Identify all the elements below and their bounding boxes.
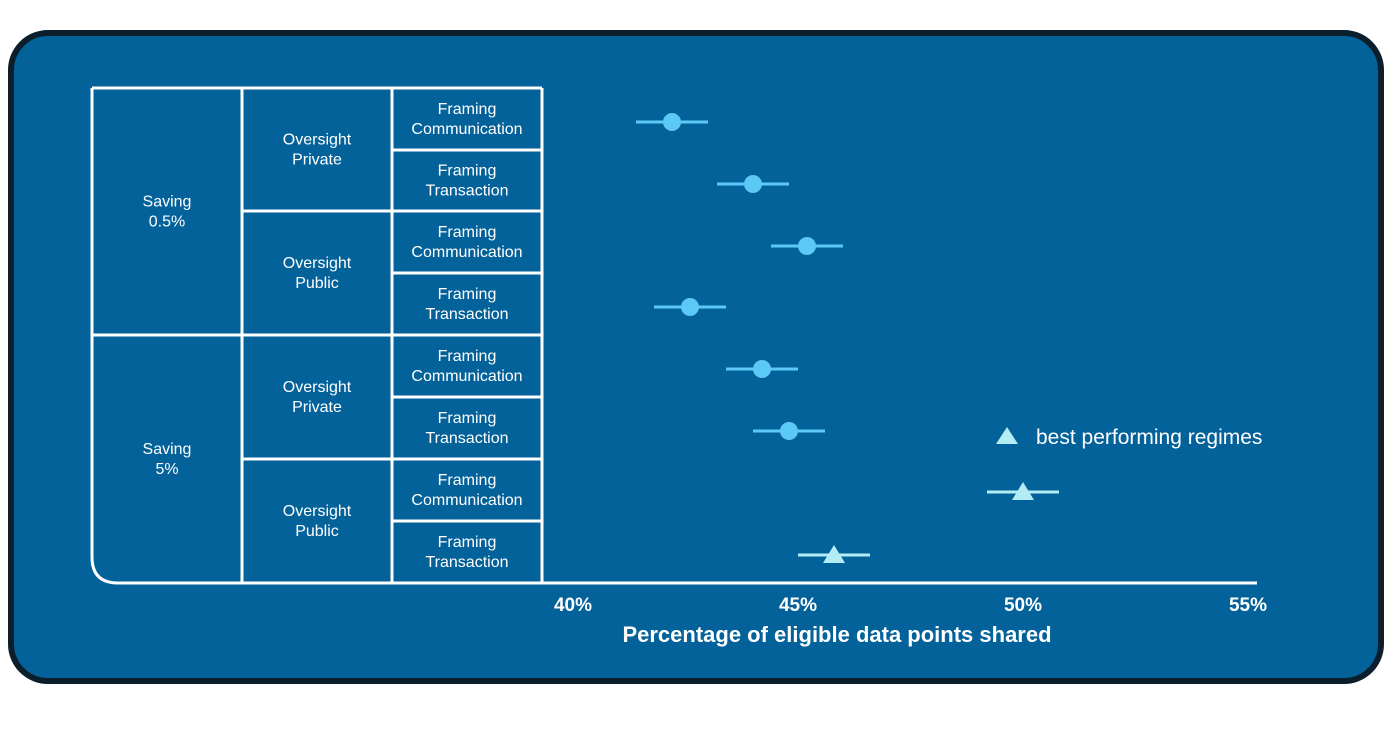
circle-marker	[780, 422, 798, 440]
data-marks	[636, 113, 1059, 563]
x-tick-label: 50%	[1004, 595, 1042, 616]
framing-label-line: Transaction	[426, 183, 509, 200]
oversight-label-line: Public	[295, 275, 339, 292]
legend-triangle-icon	[996, 427, 1018, 444]
circle-marker	[798, 237, 816, 255]
framing-label-line: Communication	[411, 244, 522, 261]
framing-label-line: Framing	[438, 410, 497, 427]
x-tick-label: 40%	[554, 595, 592, 616]
saving-label-line: 5%	[155, 461, 178, 478]
oversight-label: Oversight Public	[283, 503, 352, 540]
oversight-label: Oversight Public	[283, 255, 352, 292]
framing-label-line: Framing	[438, 472, 497, 489]
data-point	[636, 113, 708, 131]
framing-label-line: Transaction	[426, 430, 509, 447]
saving-label-line: Saving	[143, 441, 192, 458]
framing-label-line: Framing	[438, 101, 497, 118]
legend: best performing regimes	[996, 426, 1262, 449]
oversight-label-line: Oversight	[283, 503, 352, 520]
chart-card: Saving 0.5% Oversight Private Framing Communi…	[8, 30, 1384, 684]
circle-marker	[744, 175, 762, 193]
framing-label-line: Communication	[411, 368, 522, 385]
framing-label-line: Transaction	[426, 306, 509, 323]
framing-label: Framing Communication	[411, 224, 522, 261]
oversight-label-line: Private	[292, 399, 342, 416]
framing-label: Framing Transaction	[426, 410, 509, 447]
saving-label-line: Saving	[143, 194, 192, 211]
data-point	[717, 175, 789, 193]
oversight-label-line: Private	[292, 152, 342, 169]
data-point	[654, 298, 726, 316]
legend-label: best performing regimes	[1036, 426, 1262, 449]
framing-label-line: Framing	[438, 224, 497, 241]
triangle-marker	[823, 545, 845, 563]
saving-label: Saving 5%	[143, 441, 192, 478]
saving-label-line: 0.5%	[149, 214, 185, 231]
framing-label-line: Communication	[411, 121, 522, 138]
framing-label: Framing Communication	[411, 472, 522, 509]
circle-marker	[753, 360, 771, 378]
circle-marker	[663, 113, 681, 131]
data-point	[798, 545, 870, 563]
framing-label-line: Framing	[438, 348, 497, 365]
x-axis-label: Percentage of eligible data points share…	[622, 622, 1051, 647]
category-table: Saving 0.5% Oversight Private Framing Communi…	[90, 86, 544, 585]
x-tick-label: 45%	[779, 595, 817, 616]
oversight-label-line: Oversight	[283, 379, 352, 396]
oversight-label: Oversight Private	[283, 132, 352, 169]
framing-label: Framing Communication	[411, 348, 522, 385]
oversight-label-line: Oversight	[283, 255, 352, 272]
framing-label-line: Transaction	[426, 554, 509, 571]
oversight-label: Oversight Private	[283, 379, 352, 416]
oversight-label-line: Oversight	[283, 132, 352, 149]
framing-label-line: Framing	[438, 163, 497, 180]
table-outer-border	[90, 88, 542, 585]
chart: Saving 0.5% Oversight Private Framing Communi…	[90, 86, 1267, 647]
triangle-marker	[1012, 482, 1034, 500]
framing-label-line: Framing	[438, 534, 497, 551]
framing-label-line: Framing	[438, 286, 497, 303]
x-axis: 40% 45% 50% 55%	[542, 581, 1267, 616]
framing-label-line: Communication	[411, 492, 522, 509]
data-point	[987, 482, 1059, 500]
data-point	[771, 237, 843, 255]
data-point	[753, 422, 825, 440]
oversight-label-line: Public	[295, 523, 339, 540]
data-point	[726, 360, 798, 378]
framing-label: Framing Transaction	[426, 163, 509, 200]
circle-marker	[681, 298, 699, 316]
framing-label: Framing Transaction	[426, 286, 509, 323]
saving-label: Saving 0.5%	[143, 194, 192, 231]
framing-label: Framing Communication	[411, 101, 522, 138]
framing-label: Framing Transaction	[426, 534, 509, 571]
x-tick-label: 55%	[1229, 595, 1267, 616]
